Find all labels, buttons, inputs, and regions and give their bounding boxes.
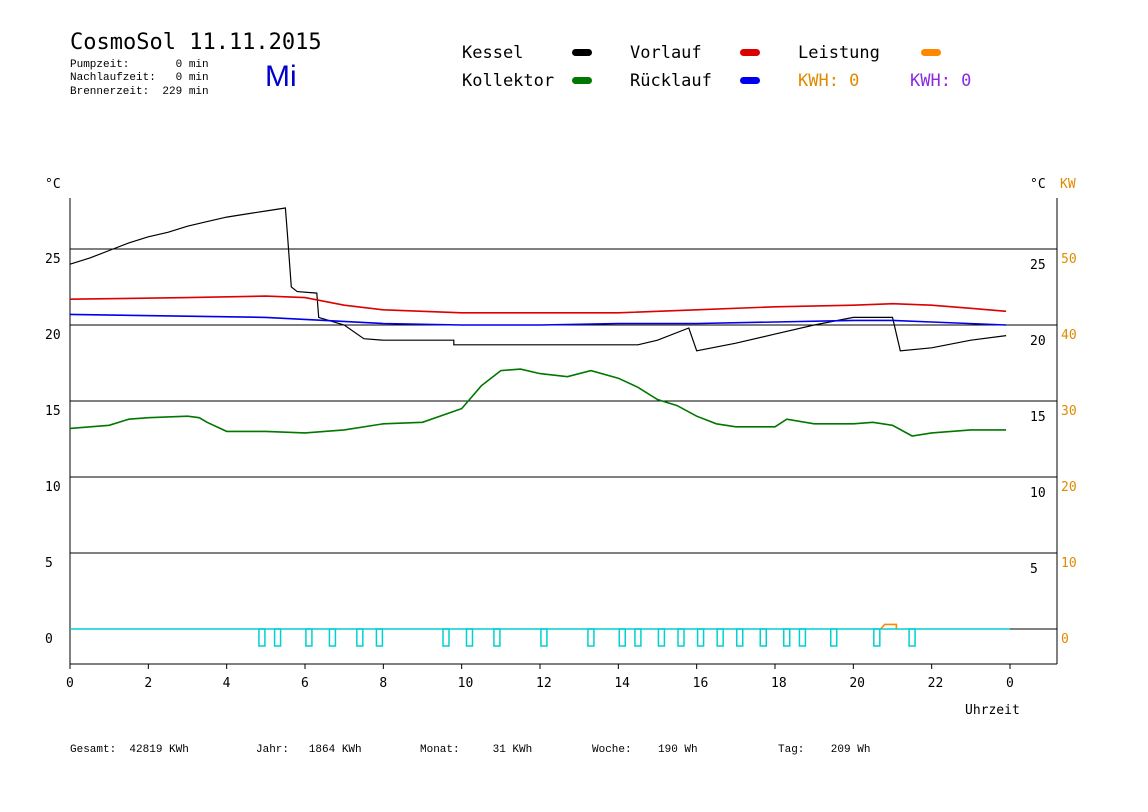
- x-tick-label: 6: [301, 676, 309, 691]
- legend-kessel-swatch: [572, 49, 592, 56]
- x-tick-label: 0: [66, 676, 74, 691]
- pump-pulse-mark: [677, 628, 685, 647]
- y-right-tick-label: 10: [1030, 486, 1046, 501]
- pump-pulse-mark: [540, 628, 548, 647]
- y-right-kw-tick-label: 30: [1061, 404, 1077, 419]
- footer-monat: Monat: 31 KWh: [420, 744, 533, 756]
- y-left-tick-label: 15: [45, 404, 61, 419]
- series-line-leistung: [880, 623, 898, 630]
- pump-pulse-mark: [442, 628, 450, 647]
- y-right-kw-tick-label: 20: [1061, 480, 1077, 495]
- pump-pulse-mark: [759, 628, 767, 647]
- pump-pulse-mark: [465, 628, 474, 647]
- pump-pulse-mark: [328, 628, 337, 647]
- x-tick-label: 12: [536, 676, 552, 691]
- pump-pulse-mark: [696, 628, 705, 647]
- legend-kollektor-swatch: [572, 77, 592, 84]
- nachlaufzeit-text: Nachlaufzeit: 0 min: [70, 72, 209, 84]
- y-right-tick-label: 20: [1030, 334, 1046, 349]
- footer-jahr: Jahr: 1864 KWh: [256, 744, 362, 756]
- pump-pulse-mark: [830, 628, 838, 647]
- pump-pulse-mark: [873, 628, 881, 647]
- y-right-kw-tick-label: 50: [1061, 252, 1077, 267]
- y-left-tick-label: 5: [45, 556, 53, 571]
- x-tick-label: 16: [693, 676, 709, 691]
- kwh-value-1: KWH: 0: [798, 71, 860, 91]
- brennerzeit-text: Brennerzeit: 229 min: [70, 86, 209, 98]
- kwh-value-2: KWH: 0: [910, 71, 972, 91]
- pump-pulse-mark: [798, 628, 807, 647]
- y-right-kw-tick-label: 40: [1061, 328, 1077, 343]
- legend-kessel-label: Kessel: [462, 43, 524, 63]
- x-tick-label: 18: [771, 676, 787, 691]
- y-right-kw-unit-label: KW: [1060, 177, 1076, 192]
- pump-pulse-mark: [657, 628, 666, 647]
- legend-ruecklauf-label: Rücklauf: [630, 71, 712, 91]
- y-right-kw-tick-label: 10: [1061, 556, 1077, 571]
- pump-pulse-mark: [736, 628, 744, 647]
- x-tick-label: 14: [614, 676, 630, 691]
- x-tick-label: 4: [223, 676, 231, 691]
- y-right-tick-label: 25: [1030, 258, 1046, 273]
- legend-vorlauf-swatch: [740, 49, 760, 56]
- y-right-tick-label: 15: [1030, 410, 1046, 425]
- legend-leistung-swatch: [921, 49, 941, 56]
- x-tick-label: 0: [1006, 676, 1014, 691]
- y-left-tick-label: 10: [45, 480, 61, 495]
- x-tick-label: 10: [458, 676, 474, 691]
- y-left-tick-label: 0: [45, 632, 53, 647]
- y-left-tick-label: 25: [45, 252, 61, 267]
- pump-pulse-mark: [618, 628, 626, 647]
- pump-pulse-mark: [375, 628, 384, 647]
- series-line-vorlauf: [69, 295, 1007, 314]
- series-line-kollektor: [69, 368, 1007, 437]
- pump-pulse-mark: [493, 628, 501, 647]
- pump-pulse-mark: [716, 628, 724, 647]
- weekday-label: Mi: [265, 60, 297, 93]
- x-tick-label: 2: [144, 676, 152, 691]
- pump-pulse-mark: [634, 628, 642, 647]
- legend-leistung-label: Leistung: [798, 43, 880, 63]
- legend-ruecklauf-swatch: [740, 77, 760, 84]
- footer-gesamt: Gesamt: 42819 KWh: [70, 744, 189, 756]
- pump-pulse-mark: [587, 628, 595, 647]
- pump-pulse-mark: [273, 628, 282, 647]
- pump-pulse-mark: [908, 628, 916, 647]
- footer-tag: Tag: 209 Wh: [778, 744, 871, 756]
- y-right-unit-label: °C: [1030, 177, 1046, 192]
- footer-woche: Woche: 190 Wh: [592, 744, 698, 756]
- legend-vorlauf-label: Vorlauf: [630, 43, 702, 63]
- page-title: CosmoSol 11.11.2015: [70, 30, 322, 55]
- x-tick-label: 8: [379, 676, 387, 691]
- series-line-rücklauf: [69, 313, 1007, 326]
- pump-pulse-mark: [783, 628, 791, 647]
- legend-kollektor-label: Kollektor: [462, 71, 555, 91]
- pumpzeit-text: Pumpzeit: 0 min: [70, 59, 209, 71]
- y-right-kw-tick-label: 0: [1061, 632, 1069, 647]
- pump-pulse-mark: [258, 628, 266, 647]
- series-line-kessel: [69, 207, 1007, 352]
- pump-pulse-mark: [356, 628, 364, 647]
- x-tick-label: 20: [849, 676, 865, 691]
- y-left-tick-label: 20: [45, 328, 61, 343]
- y-left-unit-label: °C: [45, 177, 61, 192]
- x-tick-label: 22: [928, 676, 944, 691]
- pump-pulse-mark: [305, 628, 313, 647]
- y-right-tick-label: 5: [1030, 562, 1038, 577]
- x-axis-label: Uhrzeit: [965, 703, 1020, 718]
